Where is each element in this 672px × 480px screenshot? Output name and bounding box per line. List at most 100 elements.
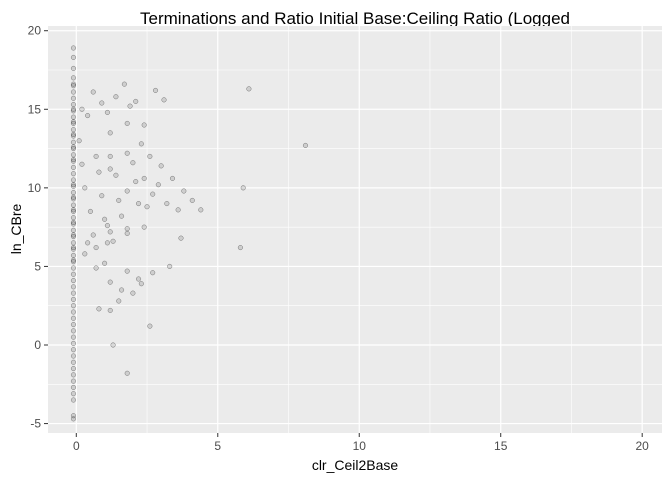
y-tick-label: 20 <box>28 24 42 38</box>
data-point <box>85 113 91 119</box>
data-point <box>135 201 142 207</box>
data-point <box>70 366 77 372</box>
data-point <box>70 232 77 238</box>
data-point <box>119 287 125 293</box>
data-point <box>93 153 99 159</box>
data-point <box>70 108 77 114</box>
data-point <box>124 268 130 274</box>
data-point <box>70 83 77 89</box>
data-point <box>138 281 144 287</box>
y-tick-label: 0 <box>34 338 41 352</box>
data-point <box>70 144 77 150</box>
data-point <box>141 175 147 181</box>
data-point <box>133 179 139 185</box>
data-point <box>70 391 77 397</box>
data-point <box>113 94 119 100</box>
data-point <box>135 276 142 282</box>
data-point <box>82 185 88 191</box>
data-point <box>124 150 130 156</box>
data-point <box>119 213 125 219</box>
data-point <box>70 221 77 227</box>
data-point <box>70 328 77 334</box>
data-point <box>164 201 170 207</box>
data-point <box>147 153 153 159</box>
chart-title: Terminations and Ratio Initial Base:Ceil… <box>140 9 570 28</box>
data-point <box>70 208 77 214</box>
data-point <box>70 353 77 359</box>
data-point <box>70 271 77 277</box>
data-point <box>70 246 77 252</box>
x-tick-label: 15 <box>494 439 508 453</box>
data-point <box>70 152 77 158</box>
data-point <box>70 183 77 189</box>
y-tick-label: 15 <box>28 102 42 116</box>
data-point <box>102 216 108 222</box>
data-point <box>240 185 246 191</box>
data-point <box>124 226 130 232</box>
data-point <box>104 109 110 115</box>
data-point <box>181 188 187 194</box>
data-point <box>70 45 77 51</box>
data-point <box>169 175 176 181</box>
data-point <box>70 340 77 346</box>
data-point <box>167 263 173 269</box>
data-point <box>70 119 77 125</box>
x-tick-label: 0 <box>73 439 80 453</box>
data-point <box>70 215 77 221</box>
data-point <box>110 342 116 348</box>
data-point <box>70 194 77 200</box>
data-point <box>70 158 77 164</box>
data-point <box>76 138 82 144</box>
data-point <box>107 307 113 313</box>
data-point <box>79 106 85 112</box>
data-point <box>70 278 77 284</box>
data-point <box>70 127 77 133</box>
data-point <box>70 303 77 309</box>
data-point <box>70 315 77 321</box>
x-tick-label: 20 <box>636 439 650 453</box>
data-point <box>150 270 156 276</box>
x-tick-label: 10 <box>353 439 367 453</box>
data-point <box>104 223 110 229</box>
data-point <box>70 384 77 390</box>
data-point <box>70 75 77 81</box>
data-point <box>70 131 77 137</box>
data-point <box>127 103 133 109</box>
data-point <box>70 54 77 60</box>
y-axis-ticks: -5 0 5 10 15 20 <box>28 24 48 431</box>
plot-panel <box>48 26 662 433</box>
data-point <box>70 139 77 145</box>
data-point <box>70 259 77 265</box>
data-point <box>138 141 144 147</box>
y-tick-label: -5 <box>30 417 41 431</box>
data-point <box>130 160 136 166</box>
data-point <box>107 153 113 159</box>
data-point <box>96 306 102 312</box>
data-point <box>110 238 116 244</box>
data-point <box>107 279 113 285</box>
y-tick-label: 5 <box>34 259 41 273</box>
data-point <box>70 207 77 213</box>
data-point <box>70 245 77 251</box>
data-point <box>70 290 77 296</box>
data-point <box>107 166 113 172</box>
data-point <box>116 197 122 203</box>
data-point <box>237 245 243 251</box>
y-tick-label: 10 <box>28 181 42 195</box>
data-point <box>70 202 77 208</box>
data-point <box>70 322 77 328</box>
data-point <box>70 95 77 101</box>
data-point <box>70 296 77 302</box>
data-point <box>107 229 113 235</box>
data-point <box>70 252 77 258</box>
data-point <box>104 240 110 246</box>
data-point <box>133 98 139 104</box>
data-point <box>99 193 105 199</box>
data-point <box>198 207 204 213</box>
data-point <box>70 106 77 112</box>
data-point <box>90 232 96 238</box>
data-point <box>175 207 181 213</box>
x-axis-title: clr_Ceil2Base <box>312 457 399 473</box>
grid-lines <box>48 26 662 433</box>
